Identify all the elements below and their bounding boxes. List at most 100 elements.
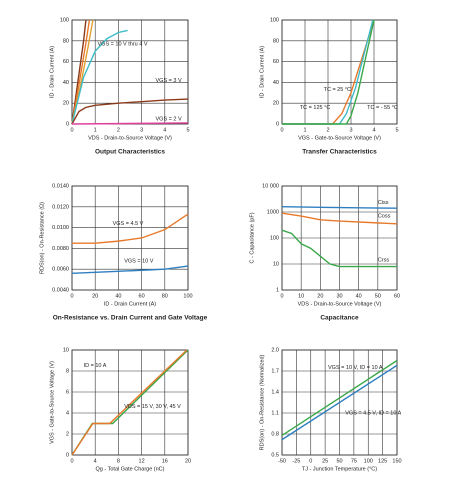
y-tick-label: 2.0 bbox=[271, 347, 279, 353]
y-tick-label: 10 bbox=[273, 261, 279, 267]
x-axis-label: ID - Drain Current (A) bbox=[104, 301, 156, 307]
x-tick-label: 125 bbox=[378, 458, 387, 464]
annotation: VGS = 2 V bbox=[156, 116, 182, 122]
chart-title: Output Characteristics bbox=[95, 149, 165, 156]
x-tick-label: 0 bbox=[309, 458, 312, 464]
y-axis-label: RDS(on) - On-Resistance (Normalized) bbox=[259, 355, 265, 451]
x-tick-label: 100 bbox=[364, 458, 373, 464]
x-tick-label: 30 bbox=[336, 293, 342, 299]
x-tick-label: 75 bbox=[351, 458, 357, 464]
y-tick-label: 10 000 bbox=[262, 183, 279, 189]
x-tick-label: 4 bbox=[372, 127, 375, 133]
y-tick-label: 1 bbox=[276, 287, 279, 293]
y-tick-label: 1.4 bbox=[271, 389, 279, 395]
y-tick-label: 8 bbox=[66, 368, 69, 374]
x-tick-label: 0 bbox=[70, 293, 73, 299]
x-tick-label: 20 bbox=[185, 458, 191, 464]
x-tick-label: 150 bbox=[392, 458, 401, 464]
annotation: Ciss bbox=[378, 200, 389, 206]
x-tick-label: 50 bbox=[336, 458, 342, 464]
x-tick-label: 1 bbox=[94, 127, 97, 133]
x-axis-label: VDS - Drain-to-Source Voltage (V) bbox=[88, 135, 172, 141]
y-tick-label: 80 bbox=[63, 38, 69, 44]
x-axis-label: TJ - Junction Temperature (°C) bbox=[302, 466, 377, 472]
x-tick-label: -50 bbox=[278, 458, 286, 464]
x-tick-label: 50 bbox=[375, 293, 381, 299]
annotation: VGS = 10 V, ID = 10 A bbox=[328, 365, 383, 371]
x-tick-label: 3 bbox=[349, 127, 352, 133]
x-tick-label: 0 bbox=[280, 293, 283, 299]
x-tick-label: 16 bbox=[162, 458, 168, 464]
annotation: ID = 10 A bbox=[84, 363, 107, 369]
y-axis-label: ID - Drain Current (A) bbox=[259, 46, 265, 98]
y-tick-label: 0.0140 bbox=[52, 183, 69, 189]
x-tick-label: 20 bbox=[317, 293, 323, 299]
data-line bbox=[282, 19, 375, 125]
x-tick-label: 100 bbox=[183, 293, 192, 299]
data-line bbox=[71, 98, 189, 125]
annotation: VGS = 3 V bbox=[156, 78, 182, 84]
x-tick-label: 8 bbox=[117, 458, 120, 464]
y-tick-label: 20 bbox=[63, 101, 69, 107]
y-tick-label: 0 bbox=[66, 121, 69, 127]
y-tick-label: 1.1 bbox=[271, 410, 279, 416]
y-tick-label: 0.0100 bbox=[52, 225, 69, 231]
x-tick-label: 4 bbox=[94, 458, 97, 464]
data-line bbox=[71, 19, 91, 125]
data-line bbox=[281, 229, 397, 268]
data-line bbox=[71, 349, 188, 456]
x-tick-label: 5 bbox=[395, 127, 398, 133]
data-line bbox=[281, 205, 398, 209]
y-tick-label: 60 bbox=[63, 59, 69, 65]
annotation: TC = - 55 °C bbox=[367, 105, 398, 111]
x-tick-label: -25 bbox=[292, 458, 300, 464]
y-axis-label: ID - Drain Current (A) bbox=[49, 46, 55, 98]
annotation: VGS = 4.5 V bbox=[113, 221, 144, 227]
data-line bbox=[281, 359, 398, 436]
y-tick-label: 0.0080 bbox=[52, 246, 69, 252]
data-line bbox=[281, 364, 398, 441]
x-tick-label: 25 bbox=[322, 458, 328, 464]
data-line bbox=[71, 29, 128, 125]
x-tick-label: 4 bbox=[163, 127, 166, 133]
data-line bbox=[281, 212, 398, 225]
x-tick-label: 40 bbox=[115, 293, 121, 299]
y-axis-label: VGS - Gate-to-Source Voltage (V) bbox=[49, 361, 55, 444]
data-line bbox=[71, 122, 189, 125]
y-tick-label: 60 bbox=[273, 59, 279, 65]
y-tick-label: 20 bbox=[273, 101, 279, 107]
x-tick-label: 0 bbox=[70, 127, 73, 133]
plot-area bbox=[71, 185, 189, 291]
y-tick-label: 40 bbox=[63, 80, 69, 86]
x-tick-label: 0 bbox=[70, 458, 73, 464]
x-tick-label: 2 bbox=[326, 127, 329, 133]
y-tick-label: 40 bbox=[273, 80, 279, 86]
data-line bbox=[72, 213, 189, 244]
x-tick-label: 0 bbox=[280, 127, 283, 133]
y-tick-label: 0.8 bbox=[271, 431, 279, 437]
annotation: TC = 125 °C bbox=[300, 105, 331, 111]
chart-title: On-Resistance vs. Drain Current and Gate… bbox=[53, 315, 208, 322]
y-tick-label: 1000 bbox=[267, 209, 279, 215]
y-tick-label: 0.0120 bbox=[52, 204, 69, 210]
x-tick-label: 40 bbox=[356, 293, 362, 299]
y-tick-label: 6 bbox=[66, 389, 69, 395]
chart-title: Transfer Characteristics bbox=[302, 149, 377, 156]
x-tick-label: 12 bbox=[139, 458, 145, 464]
y-tick-label: 80 bbox=[273, 38, 279, 44]
x-tick-label: 80 bbox=[162, 293, 168, 299]
annotation: Crss bbox=[378, 258, 390, 264]
y-tick-label: 0.0060 bbox=[52, 267, 69, 273]
x-tick-label: 20 bbox=[92, 293, 98, 299]
y-tick-label: 2 bbox=[66, 431, 69, 437]
data-line bbox=[71, 265, 189, 275]
x-tick-label: 10 bbox=[298, 293, 304, 299]
annotation: VGS = 10 V thru 4 V bbox=[98, 41, 148, 47]
x-tick-label: 2 bbox=[117, 127, 120, 133]
x-axis-label: VGS - Gate-to-Source Voltage (V) bbox=[298, 135, 381, 141]
y-tick-label: 0.0040 bbox=[52, 287, 69, 293]
x-tick-label: 3 bbox=[140, 127, 143, 133]
y-tick-label: 4 bbox=[66, 410, 69, 416]
annotation: TC = 25 °C bbox=[324, 87, 351, 93]
